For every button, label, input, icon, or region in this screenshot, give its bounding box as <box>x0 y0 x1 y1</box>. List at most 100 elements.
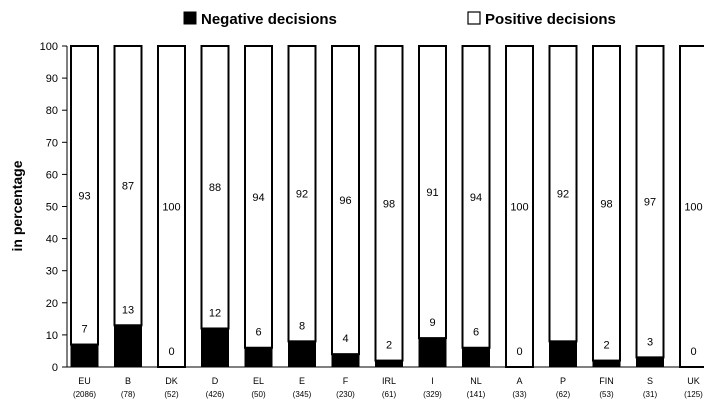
x-category-label: IRL <box>382 376 396 386</box>
x-category-label: F <box>343 376 349 386</box>
value-label-positive: 88 <box>209 182 221 194</box>
bar-negative <box>114 324 142 368</box>
value-label-negative: 7 <box>81 324 87 336</box>
value-label-positive: 94 <box>252 192 264 204</box>
value-label-positive: 96 <box>339 195 351 207</box>
value-label-positive: 94 <box>470 192 482 204</box>
y-tick-label: 40 <box>46 234 58 246</box>
x-count-label: (2086) <box>73 390 96 399</box>
legend-label-positive: Positive decisions <box>485 11 616 28</box>
bar-positive <box>374 45 404 362</box>
x-category-label: I <box>431 376 434 386</box>
value-label-negative: 0 <box>516 346 522 358</box>
x-count-label: (31) <box>643 390 658 399</box>
y-tick-label: 100 <box>40 41 58 53</box>
x-count-label: (53) <box>599 390 614 399</box>
x-category-label: D <box>212 376 219 386</box>
x-count-label: (33) <box>512 390 527 399</box>
y-tick-label: 20 <box>46 298 58 310</box>
x-count-label: (230) <box>336 390 355 399</box>
value-label-positive: 92 <box>296 189 308 201</box>
x-count-label: (78) <box>121 390 136 399</box>
x-axis-labels: EU (2086) B (78) DK (52) D (426) EL (50) E (345) F (2… <box>73 376 703 399</box>
bar-negative <box>375 360 403 368</box>
x-count-label: (50) <box>251 390 266 399</box>
x-category-label: FIN <box>599 376 614 386</box>
legend-label-negative: Negative decisions <box>201 11 337 28</box>
bar-negative <box>331 353 360 368</box>
y-axis-label: in percentage <box>9 160 25 251</box>
value-label-positive: 92 <box>557 189 569 201</box>
bar-positive <box>505 45 534 368</box>
y-tick-label: 60 <box>46 169 58 181</box>
bar-negative <box>549 340 577 368</box>
bar-negative <box>244 347 273 368</box>
bar-negative <box>70 344 99 368</box>
x-category-label: EL <box>253 376 264 386</box>
value-label-negative: 9 <box>429 317 435 329</box>
x-category-label: NL <box>470 376 482 386</box>
bar-negative <box>636 356 664 368</box>
y-tick-label: 90 <box>46 73 58 85</box>
x-category-label: UK <box>687 376 700 386</box>
value-label-negative: 4 <box>342 333 348 345</box>
bar-positive <box>200 45 230 330</box>
value-label-negative: 6 <box>473 327 479 339</box>
bar-negative <box>201 327 229 368</box>
value-label-negative: 6 <box>255 327 261 339</box>
legend: Negative decisions Positive decisions <box>183 11 616 28</box>
bar-positive <box>679 45 704 368</box>
value-label-negative: 12 <box>209 307 221 319</box>
x-category-label: S <box>647 376 653 386</box>
bars: 93 7 87 13 100 0 88 12 94 6 92 8 96 4 98 2 91 9 94 6 100 0 92 9… <box>70 45 704 368</box>
value-label-positive: 91 <box>426 187 438 199</box>
bar-positive <box>113 45 143 327</box>
value-label-negative: 3 <box>647 336 653 348</box>
bar-positive <box>244 45 273 349</box>
value-label-negative: 0 <box>690 346 696 358</box>
x-category-label: E <box>299 376 305 386</box>
x-category-label: EU <box>78 376 91 386</box>
x-count-label: (61) <box>382 390 397 399</box>
x-count-label: (329) <box>423 390 442 399</box>
value-label-positive: 93 <box>78 190 90 202</box>
value-label-negative: 2 <box>603 340 609 352</box>
x-count-label: (426) <box>206 390 225 399</box>
x-count-label: (62) <box>556 390 571 399</box>
value-label-positive: 100 <box>162 202 180 214</box>
y-tick-label: 10 <box>46 330 58 342</box>
x-category-label: P <box>560 376 566 386</box>
bar-negative <box>462 347 490 368</box>
bar-positive <box>70 45 99 346</box>
x-category-label: B <box>125 376 131 386</box>
value-label-positive: 87 <box>122 181 134 193</box>
bar-positive <box>461 45 491 349</box>
x-category-label: A <box>516 376 522 386</box>
value-label-positive: 97 <box>644 197 656 209</box>
value-label-positive: 100 <box>510 202 528 214</box>
value-label-negative: 0 <box>168 346 174 358</box>
bar-positive <box>157 45 186 368</box>
bar-negative <box>418 337 447 368</box>
legend-swatch-positive <box>467 11 481 25</box>
y-tick-label: 0 <box>52 362 58 374</box>
y-tick-label: 50 <box>46 202 58 214</box>
legend-swatch-negative <box>183 11 197 25</box>
value-label-positive: 98 <box>600 198 612 210</box>
value-label-positive: 98 <box>383 198 395 210</box>
x-count-label: (125) <box>684 390 703 399</box>
bar-positive <box>592 45 621 362</box>
x-count-label: (141) <box>467 390 486 399</box>
value-label-negative: 8 <box>299 320 305 332</box>
value-label-positive: 100 <box>684 202 702 214</box>
x-count-label: (345) <box>293 390 312 399</box>
y-tick-label: 80 <box>46 105 58 117</box>
y-tick-label: 30 <box>46 266 58 278</box>
x-count-label: (52) <box>164 390 179 399</box>
y-tick-label: 70 <box>46 137 58 149</box>
value-label-negative: 2 <box>386 340 392 352</box>
value-label-negative: 13 <box>122 304 134 316</box>
x-category-label: DK <box>165 376 178 386</box>
bar-negative <box>288 340 316 368</box>
